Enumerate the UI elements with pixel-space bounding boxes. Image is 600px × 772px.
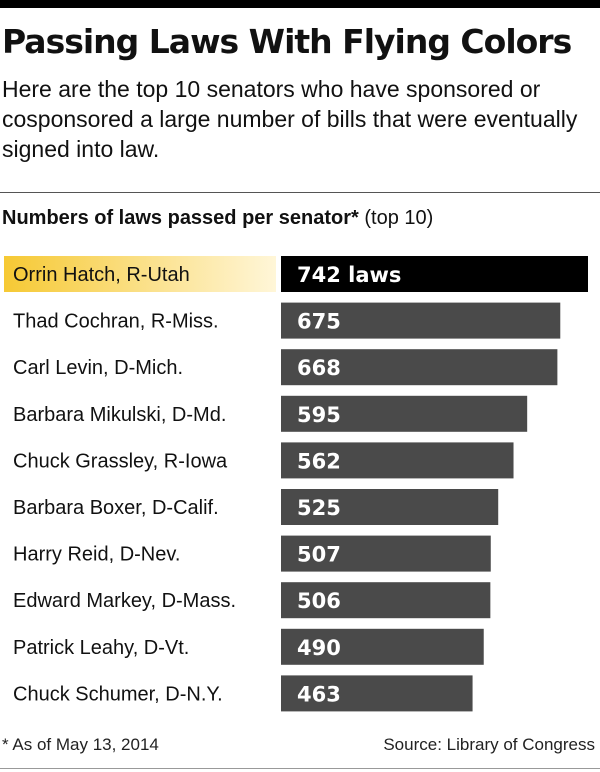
value-label: 675 xyxy=(297,310,341,334)
bar xyxy=(281,489,499,525)
bar xyxy=(281,302,561,339)
bar xyxy=(281,535,491,572)
bottom-rule xyxy=(0,768,600,769)
category-label: Edward Markey, D-Mass. xyxy=(13,590,236,612)
category-label: Barbara Boxer, D-Calif. xyxy=(13,497,219,519)
bar xyxy=(281,395,528,432)
chart-heading-normal: (top 10) xyxy=(358,207,434,229)
value-label: 506 xyxy=(297,589,341,613)
value-label: 742 laws xyxy=(297,263,401,287)
chart-heading-bold: Numbers of laws passed per senator* xyxy=(2,207,359,229)
category-label: Thad Cochran, R-Miss. xyxy=(13,311,219,333)
bar xyxy=(281,349,558,386)
highlight-label-bg xyxy=(4,256,276,292)
category-label: Chuck Schumer, D-N.Y. xyxy=(13,683,223,705)
value-label: 668 xyxy=(297,356,341,380)
value-label: 595 xyxy=(297,403,341,427)
value-label: 562 xyxy=(297,449,341,473)
chart-title: Passing Laws With Flying Colors xyxy=(2,22,572,61)
category-label: Orrin Hatch, R-Utah xyxy=(13,264,190,286)
category-label: Chuck Grassley, R-Iowa xyxy=(13,450,228,472)
value-label: 507 xyxy=(297,543,341,567)
category-label: Patrick Leahy, D-Vt. xyxy=(13,637,189,659)
value-label: 525 xyxy=(297,496,341,520)
value-label: 463 xyxy=(297,682,341,706)
category-label: Harry Reid, D-Nev. xyxy=(13,544,180,566)
category-label: Carl Levin, D-Mich. xyxy=(13,357,183,379)
bar xyxy=(281,628,484,665)
bar xyxy=(281,582,491,619)
top-rule xyxy=(0,0,600,8)
divider xyxy=(0,192,600,193)
chart-heading: Numbers of laws passed per senator* (top… xyxy=(2,202,598,234)
bar xyxy=(281,256,588,292)
bar xyxy=(281,675,473,712)
bar-chart: Orrin Hatch, R-Utah 742 laws Thad Cochran,… xyxy=(4,256,588,712)
source-note: Source: Library of Congress xyxy=(383,735,595,754)
category-label: Barbara Mikulski, D-Md. xyxy=(13,404,226,426)
bar xyxy=(281,442,514,479)
chart-subtitle: Here are the top 10 senators who have sp… xyxy=(2,76,578,162)
footnote: * As of May 13, 2014 xyxy=(2,735,159,754)
value-label: 490 xyxy=(297,636,341,660)
